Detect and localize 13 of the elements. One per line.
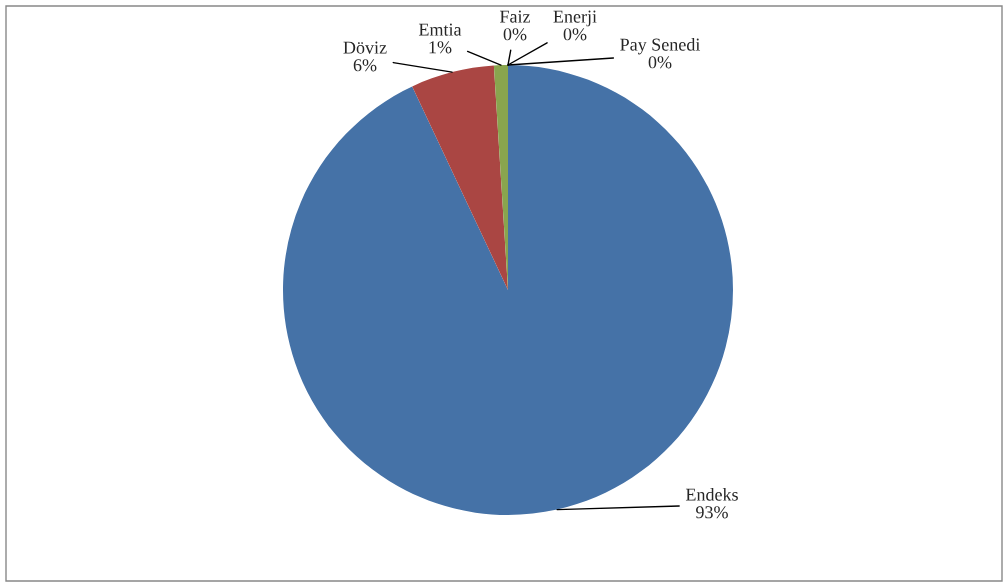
slice-label: Emtia (418, 23, 462, 36)
text: 0% (503, 28, 527, 41)
data-label: 93% (696, 506, 728, 519)
text: 0% (563, 28, 587, 41)
data-label: 1% (429, 41, 452, 54)
pie-slice (412, 65, 508, 290)
slice-label: Endeks (685, 488, 738, 501)
text: 0% (648, 56, 672, 69)
category-label: Pay Senedi (620, 37, 701, 55)
data-label: 6% (353, 59, 377, 72)
slice-label: Döviz (343, 41, 387, 54)
category-label: Faiz (499, 10, 531, 23)
category-label: Enerji (553, 10, 597, 27)
